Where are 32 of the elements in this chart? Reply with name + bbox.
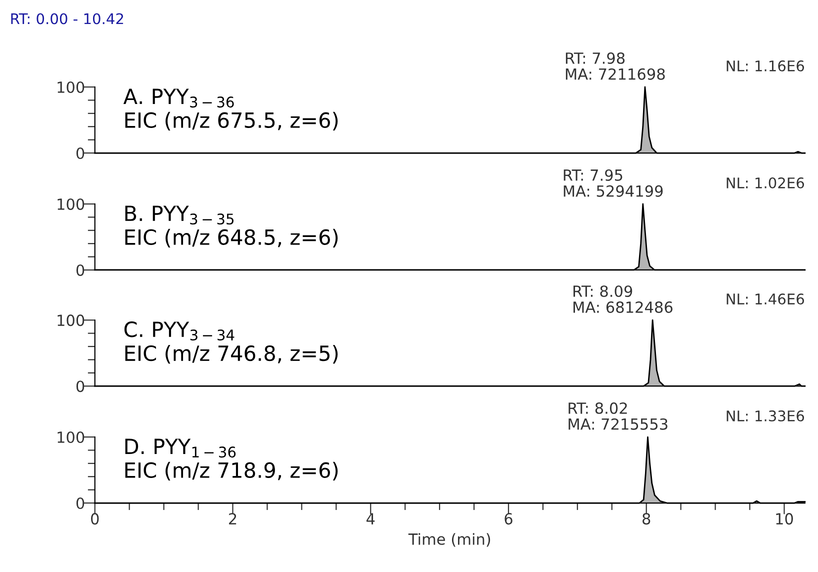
text: RT: 0.00 - 10.42 xyxy=(11,13,124,24)
y-tick-label: 100 xyxy=(58,431,84,444)
y-tick-label: 100 xyxy=(58,314,84,326)
chart-title: D. PYY$_{1−36}$ xyxy=(125,438,236,458)
text: EIC (m/z 648.5, z=6) xyxy=(125,228,338,248)
chart-title: A. PYY$_{3−36}$ xyxy=(123,88,234,108)
text: NL: 1.16E6 xyxy=(726,60,804,72)
text: NL: 1.33E6 xyxy=(726,410,804,422)
text: EIC (m/z 746.8, z=5) xyxy=(125,345,338,364)
annotation: RT: 7.95 MA: 5294199 xyxy=(564,169,663,197)
chart-title: B. PYY$_{3−35}$ xyxy=(125,206,234,225)
annotation: RT: 7.98 MA: 7211698 xyxy=(566,52,665,80)
y-tick-label: 0 xyxy=(76,380,84,392)
chart-title: C. PYY$_{3−34}$ xyxy=(124,321,234,341)
y-tick-label: 100 xyxy=(58,198,84,210)
x-tick-label: 6 xyxy=(504,513,512,525)
text: NL: 1.02E6 xyxy=(726,177,804,188)
text: EIC (m/z 675.5, z=6) xyxy=(125,112,338,130)
x-tick-label: 2 xyxy=(229,513,236,524)
y-tick-label: 0 xyxy=(76,147,84,160)
x-tick-label: 4 xyxy=(366,513,375,524)
text: NL: 1.46E6 xyxy=(726,293,804,305)
x-axis-title: Time (min) xyxy=(408,533,490,547)
y-tick-label: 0 xyxy=(76,264,84,276)
text: EIC (m/z 718.9, z=6) xyxy=(125,462,338,480)
y-tick-label: 100 xyxy=(58,81,84,94)
y-tick-label: 0 xyxy=(76,497,84,510)
x-tick-label: 0 xyxy=(91,513,99,525)
x-tick-label: 8 xyxy=(642,513,650,525)
x-tick-label: 10 xyxy=(776,513,793,525)
annotation: RT: 8.09 MA: 6812486 xyxy=(574,285,672,313)
annotation: RT: 8.02 MA: 7215553 xyxy=(568,402,668,430)
